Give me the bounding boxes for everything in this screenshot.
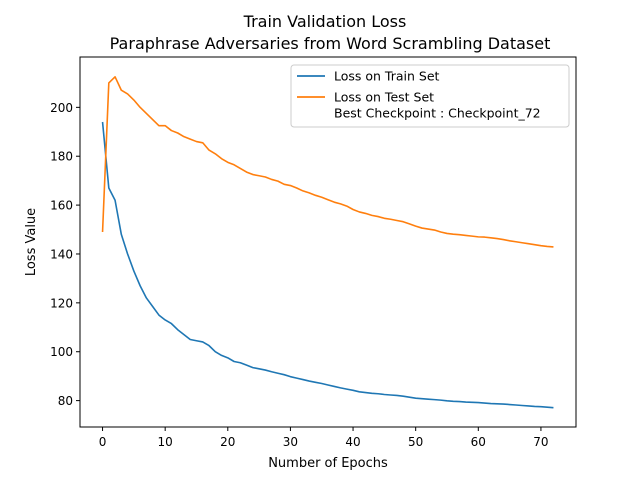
y-tick-label: 120 (50, 296, 73, 310)
x-tick-label: 0 (99, 435, 107, 449)
x-tick-label: 30 (283, 435, 298, 449)
x-tick-label: 60 (471, 435, 486, 449)
x-tick-label: 70 (533, 435, 548, 449)
plot-frame (79, 56, 577, 428)
x-tick-label: 50 (408, 435, 423, 449)
legend-label-2: Loss on Test Set Best Checkpoint : Checkp… (334, 90, 541, 121)
y-tick-label: 180 (50, 150, 73, 164)
series-line-1 (101, 121, 554, 409)
x-tick-label: 20 (220, 435, 235, 449)
x-axis-label: Number of Epochs (268, 456, 388, 471)
legend: Loss on Train Set Loss on Test Set Best Ch… (290, 64, 570, 128)
x-axis-ticks: 0 10 20 30 40 50 60 70 (99, 427, 549, 449)
legend-box (290, 64, 570, 128)
y-axis-ticks: 80 100 120 140 160 180 200 (50, 101, 80, 408)
chart-subtitle: Paraphrase Adversaries from Word Scrambl… (110, 34, 551, 53)
series-line-2 (101, 76, 554, 248)
chart-title: Train Validation Loss (243, 12, 407, 31)
plot-area (101, 76, 554, 409)
y-tick-label: 200 (50, 101, 73, 115)
x-tick-label: 40 (345, 435, 360, 449)
y-tick-label: 100 (50, 345, 73, 359)
y-axis-label: Loss Value (24, 208, 39, 276)
x-tick-label: 10 (158, 435, 173, 449)
y-tick-label: 140 (50, 247, 73, 261)
y-tick-label: 80 (58, 394, 73, 408)
y-tick-label: 160 (50, 199, 73, 213)
legend-label-1: Loss on Train Set (334, 69, 440, 84)
